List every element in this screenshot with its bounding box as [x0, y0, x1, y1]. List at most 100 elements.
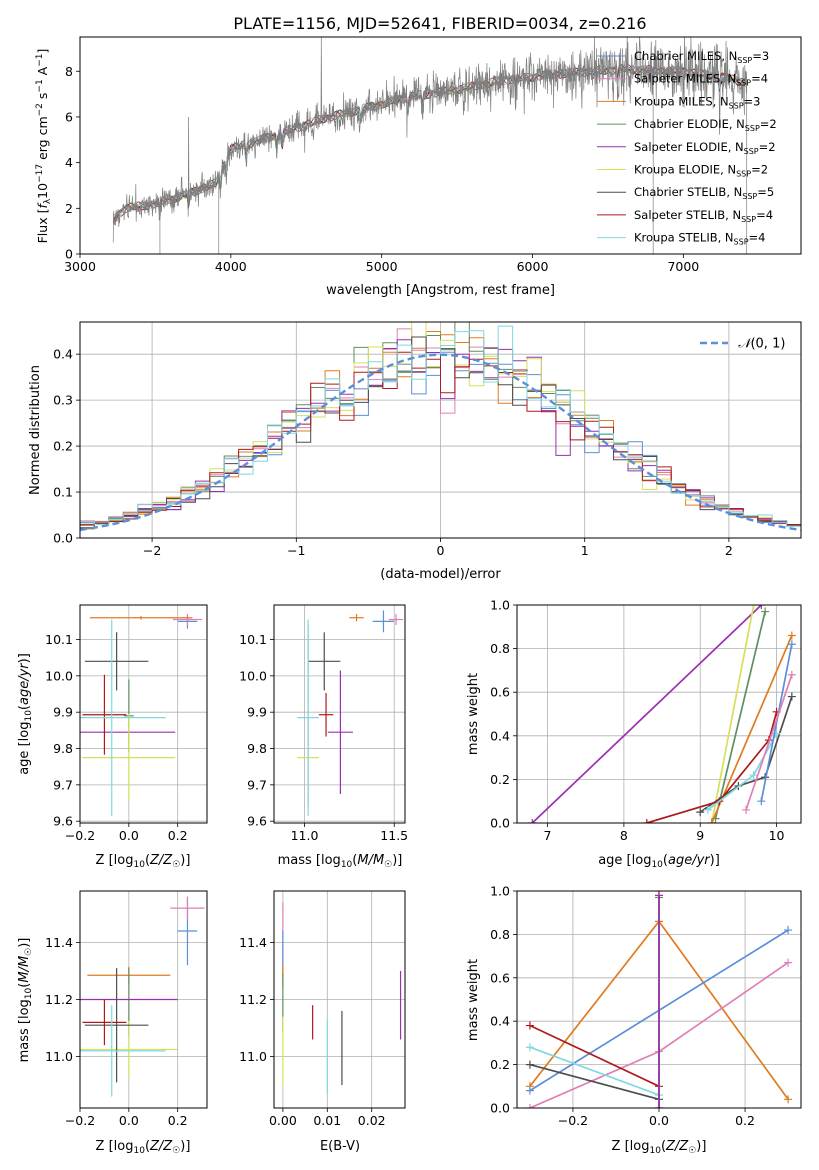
y-tick-label: 10.0 [239, 668, 267, 683]
errorbar-kroupa-miles [89, 615, 193, 620]
series-line [710, 635, 793, 823]
point-marker [787, 631, 796, 640]
y-tick-label: 10.1 [45, 632, 73, 647]
y-axis-label: mass weight [466, 959, 481, 1041]
series-line [710, 605, 755, 823]
errorbar-kroupa-stelib [80, 619, 166, 816]
errorbar-salpeter-miles [170, 896, 205, 920]
point-marker [761, 607, 770, 616]
x-axis-label: age [log10(age/yr)] [598, 853, 720, 870]
errorbar-kroupa-elodie [82, 714, 176, 802]
legend-label-salpeter-elodie: Salpeter ELODIE, NSSP=2 [634, 140, 776, 156]
errorbar-salpeter-miles [388, 614, 404, 625]
y-tick-label: 4 [65, 155, 73, 170]
panel-age_vs_Z: −0.2 0.0 0.2 9.6 9.7 9.8 9.9 10.0 10.1 Z [log10(Z… [17, 604, 208, 870]
series-line [531, 605, 762, 823]
legend-label-salpeter-miles: Salpeter MILES, NSSP=4 [634, 72, 768, 88]
x-tick-label: 2 [725, 543, 733, 558]
x-tick-label: 3000 [64, 259, 96, 274]
axes-frame [79, 890, 208, 1109]
y-tick-label: 11.0 [239, 1049, 267, 1064]
normal-fit-curve [80, 353, 801, 532]
series-chabrier-stelib [525, 1060, 663, 1104]
x-tick-label: 8 [620, 828, 628, 843]
y-tick-label: 9.7 [247, 777, 267, 792]
errorbar-kroupa-stelib [80, 1005, 166, 1097]
x-tick-label: 11.5 [380, 828, 408, 843]
panel-mass_vs_ebv: 0.00 0.01 0.02 11.0 11.2 11.4 E(B-V) [239, 890, 406, 1154]
y-tick-label: 0.6 [490, 685, 510, 700]
plot-area [525, 891, 793, 1108]
y-tick-label: 10.1 [239, 632, 267, 647]
hist-kroupa-stelib [80, 325, 801, 527]
y-tick-label: 0.0 [490, 1101, 510, 1116]
y-tick-label: 9.6 [247, 814, 267, 829]
errorbar-chabrier-stelib [308, 632, 341, 691]
point-marker [787, 640, 796, 649]
legend-label-salpeter-stelib: Salpeter STELIB, NSSP=4 [634, 208, 773, 224]
y-tick-label: 9.8 [53, 741, 73, 756]
series-line [646, 711, 778, 823]
panel-massweight_vs_age: 7 8 9 10 0.0 0.2 0.4 0.6 0.8 1.0 age [log10(age/yr… [466, 598, 802, 870]
y-tick-label: 1.0 [490, 598, 510, 613]
legend-label-kroupa-elodie: Kroupa ELODIE, NSSP=2 [634, 163, 768, 179]
point-marker [707, 819, 716, 823]
point-marker [696, 808, 705, 817]
point-marker [525, 1104, 534, 1108]
y-tick-label: 9.7 [53, 777, 73, 792]
series-salpeter-elodie [528, 605, 766, 823]
y-tick-label: 0.6 [490, 970, 510, 985]
plot-area [297, 610, 404, 816]
plot-area [80, 322, 801, 532]
point-marker [655, 1104, 663, 1108]
y-tick-label: 1.0 [490, 884, 510, 899]
point-marker [703, 805, 712, 814]
legend-label-chabrier-elodie: Chabrier ELODIE, NSSP=2 [634, 117, 777, 133]
series-line [529, 1024, 660, 1088]
y-tick-label: 0.2 [53, 439, 73, 454]
point-marker [525, 1060, 534, 1069]
point-marker [749, 605, 758, 609]
series-line [714, 611, 766, 819]
series-chabrier-miles [757, 640, 796, 806]
x-tick-label: 0.2 [168, 828, 188, 843]
x-tick-label: 0.0 [119, 828, 139, 843]
y-tick-label: 9.8 [247, 741, 267, 756]
x-tick-label: 7000 [667, 259, 699, 274]
y-tick-label: 0.4 [490, 728, 510, 743]
x-tick-label: 11.0 [291, 828, 319, 843]
errorbar-kroupa-elodie [80, 1020, 178, 1079]
point-marker [787, 670, 796, 679]
point-marker [655, 891, 663, 900]
point-marker [784, 926, 793, 935]
x-tick-label: 0.0 [649, 1113, 669, 1128]
x-axis-label: Z [log10(Z/Z☉)] [612, 1139, 707, 1156]
point-marker [528, 819, 537, 823]
errorbar-salpeter-miles [172, 614, 203, 625]
legend-label-chabrier-stelib: Chabrier STELIB, NSSP=5 [634, 185, 774, 201]
x-axis-label: E(B-V) [320, 1139, 360, 1154]
series-line [529, 1063, 660, 1101]
axes-frame [273, 604, 406, 824]
errorbar-kroupa-stelib [297, 619, 319, 816]
x-axis-label: (data-model)/error [380, 567, 501, 582]
y-tick-label: 9.9 [247, 705, 267, 720]
series-salpeter-elodie [655, 891, 663, 1108]
errorbar-salpeter-elodie [327, 670, 353, 794]
series-line [529, 1046, 660, 1096]
x-tick-label: 0.0 [119, 1113, 139, 1128]
series-kroupa-miles [707, 631, 796, 823]
x-axis-label: Z [log10(Z/Z☉)] [96, 853, 191, 870]
y-tick-label: 10.0 [45, 668, 73, 683]
x-tick-label: −2 [143, 543, 161, 558]
plot-area [112, 37, 748, 254]
x-tick-label: 0.00 [269, 1113, 297, 1128]
point-marker [784, 1095, 793, 1104]
plot-area [80, 614, 203, 816]
x-tick-label: 7 [544, 828, 552, 843]
x-tick-label: 6000 [517, 259, 549, 274]
point-marker [757, 797, 766, 806]
series-line [745, 674, 793, 811]
y-tick-label: 11.2 [239, 992, 267, 1007]
series-line [760, 644, 793, 802]
